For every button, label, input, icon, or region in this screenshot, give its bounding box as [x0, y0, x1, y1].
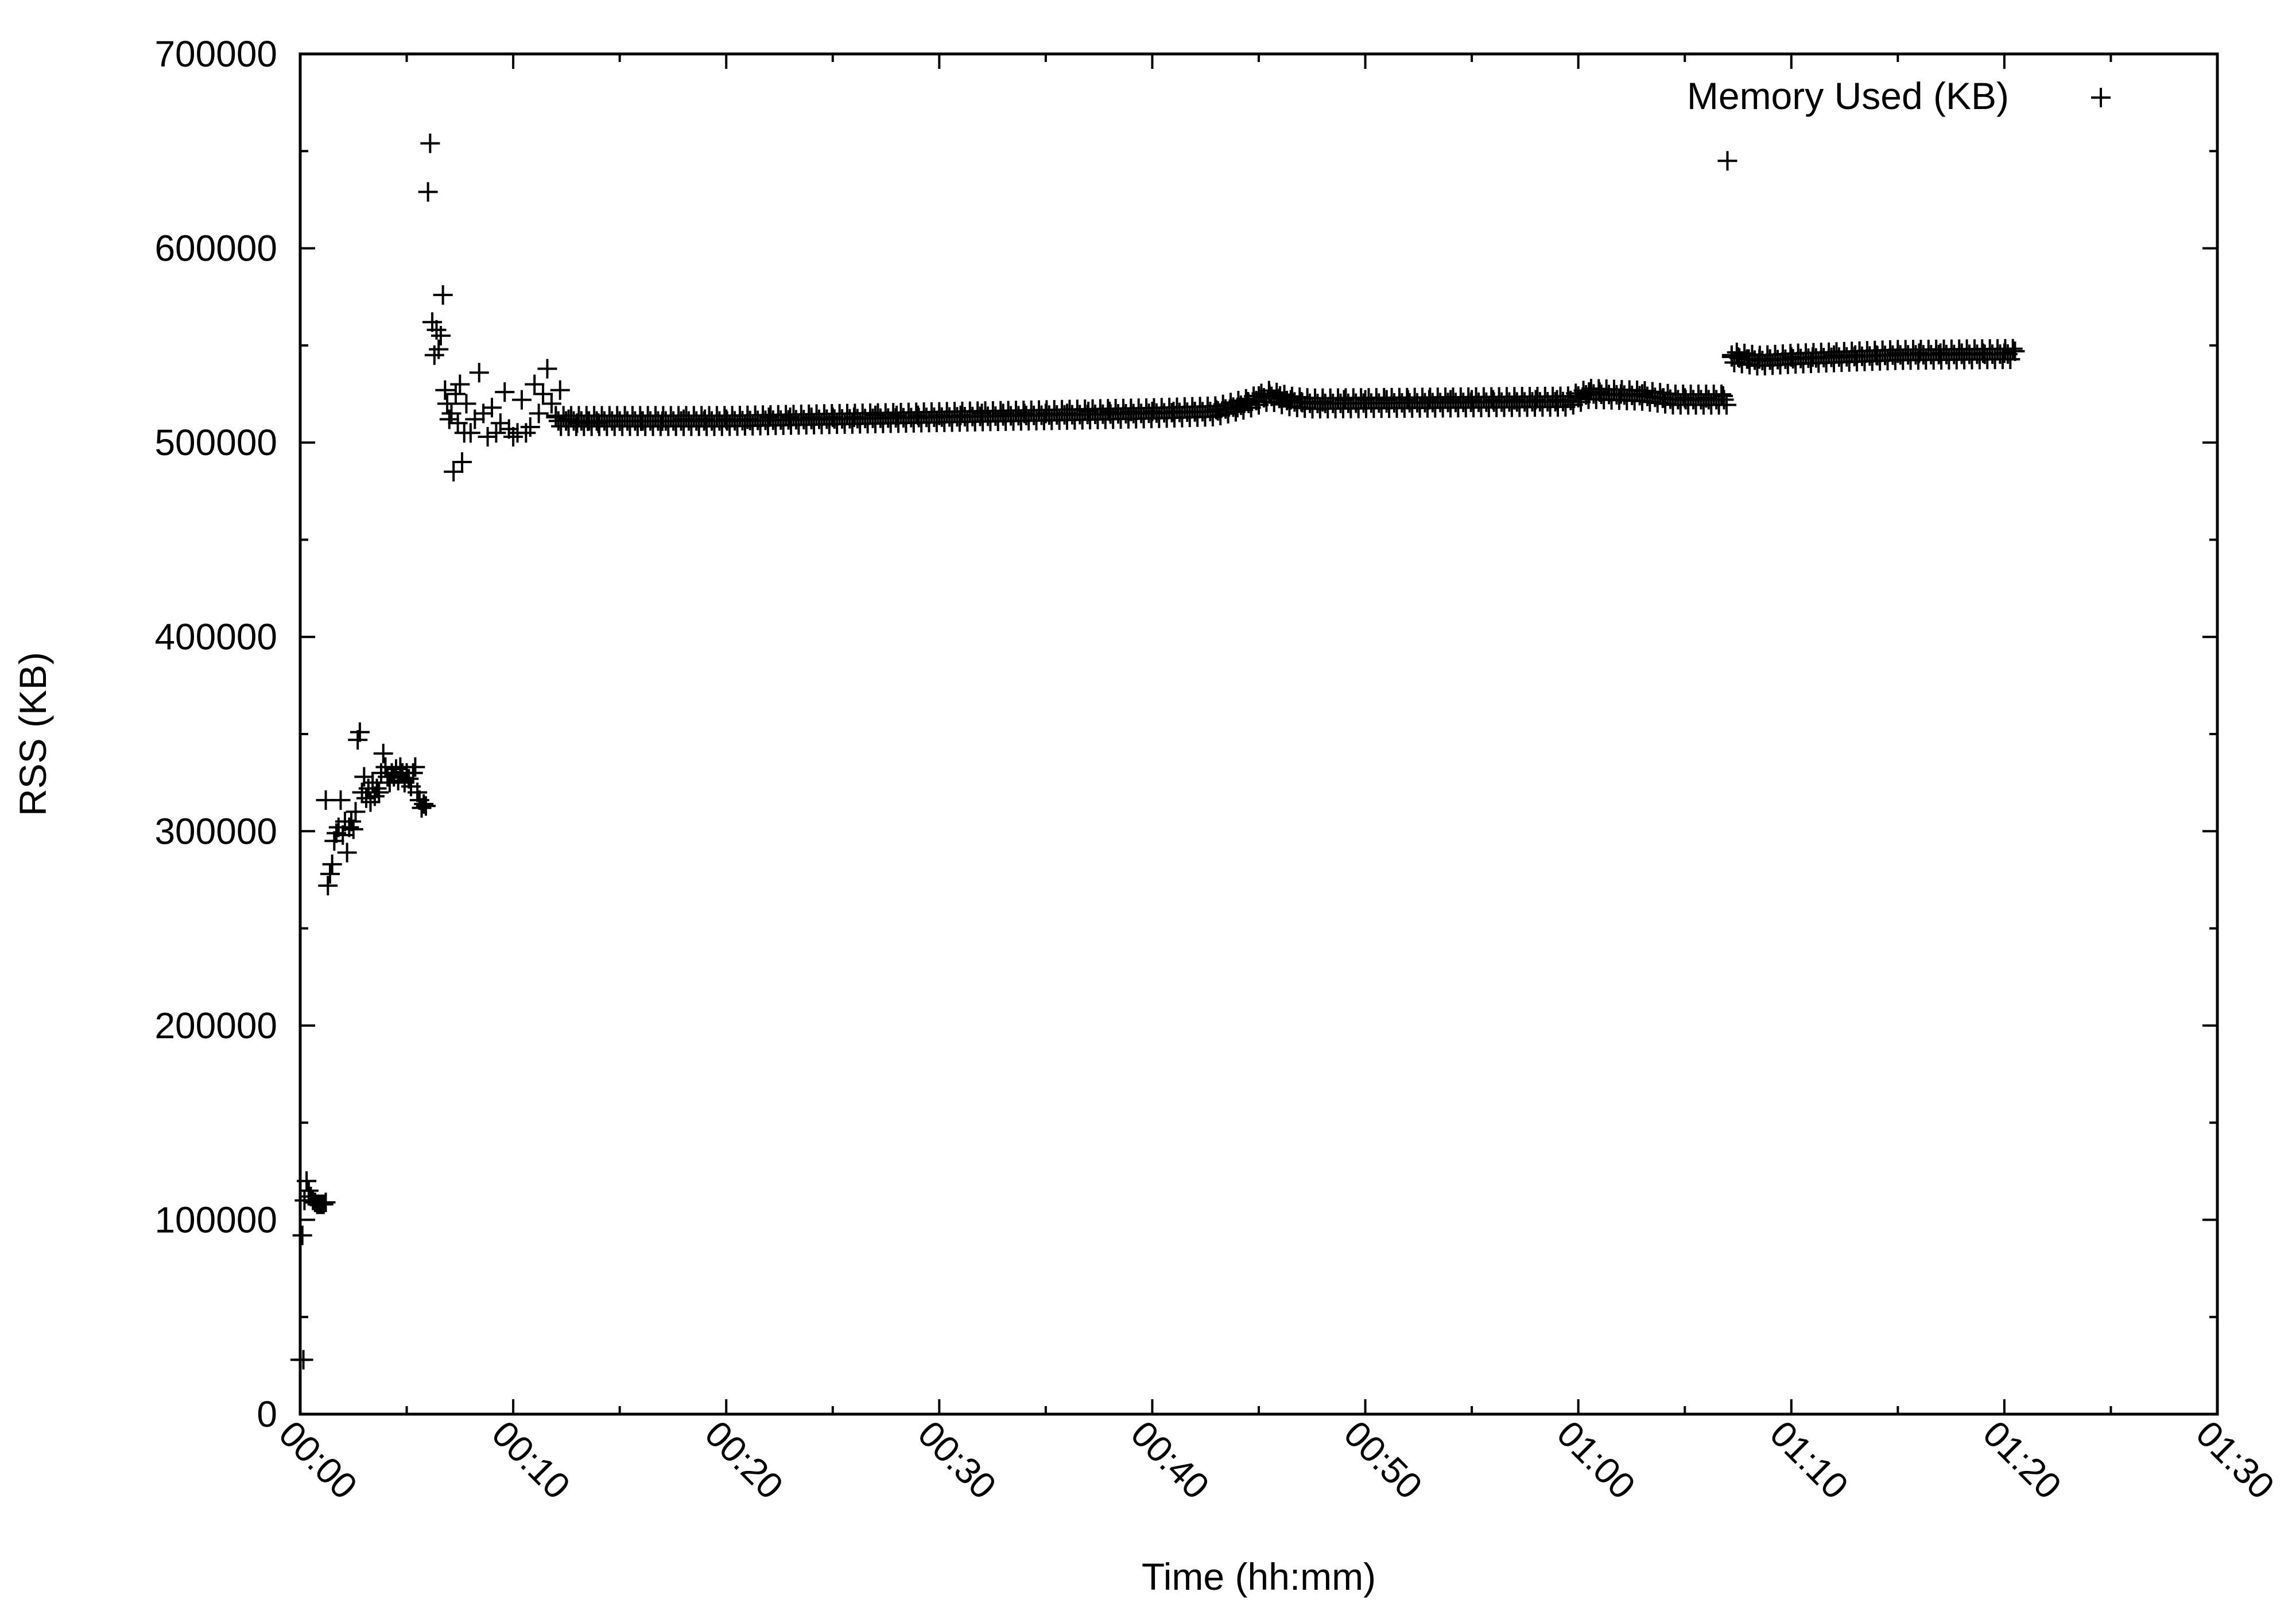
data-point — [343, 819, 363, 839]
data-point — [369, 782, 389, 802]
data-point — [2000, 349, 2020, 369]
data-point — [456, 394, 476, 414]
y-tick-label: 500000 — [154, 422, 277, 463]
data-point — [1244, 386, 1264, 406]
y-tick-label: 400000 — [154, 616, 277, 658]
y-tick-label: 600000 — [154, 228, 277, 269]
data-point — [292, 1225, 312, 1245]
data-point — [318, 876, 338, 896]
data-point — [469, 363, 489, 383]
data-point — [495, 382, 515, 402]
data-point — [525, 374, 545, 394]
data-point — [1228, 391, 1248, 411]
data-point — [550, 380, 570, 400]
y-tick-label: 100000 — [154, 1199, 277, 1240]
data-point — [529, 403, 549, 424]
data-point — [541, 394, 561, 414]
data-point — [1264, 392, 1284, 412]
data-point — [478, 426, 498, 447]
data-point — [452, 452, 472, 472]
data-point — [430, 325, 451, 346]
data-point — [342, 812, 362, 832]
legend-marker-plus — [2091, 88, 2111, 107]
data-point — [2003, 339, 2023, 359]
data-point — [511, 390, 532, 410]
data-point — [316, 1192, 336, 1212]
y-tick-label: 200000 — [154, 1005, 277, 1046]
data-point — [1213, 394, 1233, 414]
data-point — [322, 854, 342, 874]
data-point — [320, 864, 340, 884]
data-point — [444, 461, 464, 482]
data-point — [405, 757, 425, 777]
data-point — [1716, 395, 1736, 415]
data-point — [420, 133, 440, 153]
x-axis-title: Time (hh:mm) — [1142, 1555, 1376, 1598]
data-point — [346, 802, 366, 822]
data-point — [416, 796, 436, 816]
data-point — [1714, 390, 1734, 410]
data-point — [503, 426, 523, 447]
data-point — [1998, 344, 2018, 364]
data-point — [373, 743, 393, 763]
data-point — [412, 798, 432, 818]
data-point — [482, 398, 502, 418]
y-axis-title: RSS (KB) — [11, 652, 54, 816]
data-point — [337, 843, 357, 863]
legend-label: Memory Used (KB) — [1687, 75, 2009, 117]
data-point — [414, 794, 434, 814]
data-point — [1236, 389, 1256, 409]
data-point — [1566, 383, 1586, 403]
data-point — [499, 419, 519, 439]
y-tick-label: 300000 — [154, 810, 277, 852]
data-point — [367, 778, 387, 798]
data-point — [429, 339, 449, 359]
y-tick-label: 0 — [257, 1393, 277, 1435]
data-point — [356, 788, 377, 808]
data-point — [1717, 151, 1737, 171]
data-point — [408, 782, 428, 802]
data-point — [422, 312, 443, 332]
data-point — [433, 285, 453, 305]
data-point — [418, 182, 438, 202]
data-point — [1558, 386, 1578, 406]
data-point — [331, 790, 351, 810]
plot-frame — [298, 52, 2219, 1416]
data-points — [290, 133, 2025, 1370]
data-point — [435, 380, 455, 400]
data-point — [1573, 381, 1593, 401]
y-tick-label: 700000 — [154, 33, 277, 75]
data-point — [1221, 393, 1241, 413]
y-tick-labels: 0 100000 200000 300000 400000 500000 600000 700… — [154, 33, 277, 1435]
legend-marker-plus-icon — [2091, 88, 2111, 107]
data-point — [1272, 394, 1292, 414]
data-point — [364, 786, 385, 806]
data-point — [437, 394, 457, 414]
data-point — [348, 730, 368, 750]
data-point — [533, 384, 553, 404]
data-point — [537, 359, 557, 379]
data-point — [445, 384, 466, 404]
data-point — [313, 1194, 333, 1214]
data-point — [293, 1350, 313, 1370]
data-point — [1205, 396, 1225, 416]
data-point — [520, 417, 540, 437]
data-point — [450, 374, 470, 394]
data-point — [1712, 385, 1732, 405]
data-point — [350, 722, 370, 742]
data-point — [486, 423, 506, 443]
legend: Memory Used (KB) — [1687, 75, 2111, 117]
data-point — [460, 423, 480, 443]
